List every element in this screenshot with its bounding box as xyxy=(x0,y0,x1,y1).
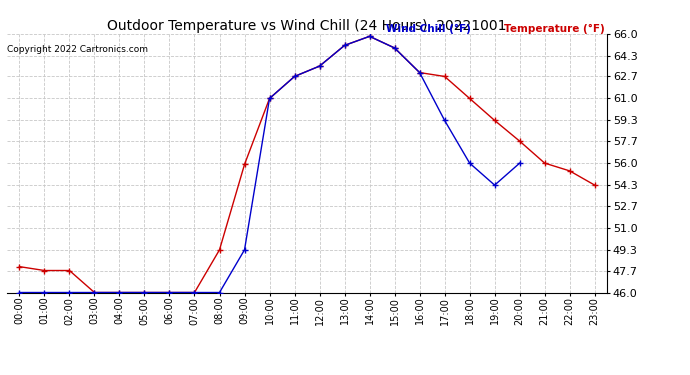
Text: Wind Chill (°F): Wind Chill (°F) xyxy=(386,24,471,34)
Title: Outdoor Temperature vs Wind Chill (24 Hours)  20221001: Outdoor Temperature vs Wind Chill (24 Ho… xyxy=(108,19,506,33)
Text: Copyright 2022 Cartronics.com: Copyright 2022 Cartronics.com xyxy=(7,45,148,54)
Text: Temperature (°F): Temperature (°F) xyxy=(504,24,604,34)
